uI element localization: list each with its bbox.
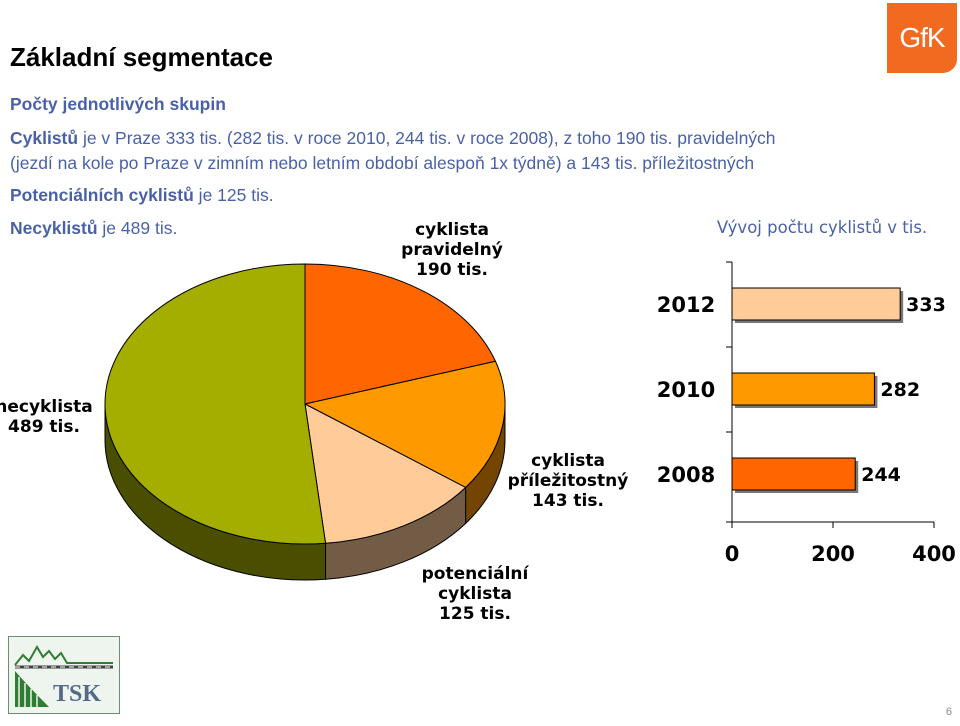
- pie-slice-pravidelny: [304, 263, 497, 405]
- intro-line-definition: (jezdí na kole po Praze v zimním nebo le…: [10, 153, 755, 173]
- pie-slice-necyklista: [104, 263, 327, 545]
- page-number: 6: [945, 706, 952, 718]
- intro-necyklistu-bold: Necyklistů: [10, 218, 98, 238]
- intro-necyklistu-rest: je 489 tis.: [97, 218, 178, 238]
- pie-slice-prilezitostny: [303, 360, 506, 489]
- pie-tops: [104, 263, 506, 545]
- intro-potencialni-bold: Potenciálních cyklistů: [10, 185, 194, 205]
- intro-line-cyklistu: Cyklistů je v Praze 333 tis. (282 tis. v…: [10, 128, 776, 149]
- intro-heading: Počty jednotlivých skupin: [10, 94, 226, 114]
- gfk-logo: GfK: [887, 3, 957, 73]
- pie-label-pravidelny: cyklista pravidelný 190 tis.: [401, 220, 503, 280]
- pie-label-necyklista: necyklista 489 tis.: [0, 397, 93, 437]
- pie-label-prilezitostny: cyklista příležitostný 143 tis.: [508, 451, 629, 511]
- tsk-logo-text: TSK: [53, 681, 102, 707]
- pie-label-potencialni: potenciální cyklista 125 tis.: [422, 564, 530, 624]
- intro-cyklistu-rest: je v Praze 333 tis. (282 tis. v roce 201…: [78, 128, 776, 148]
- tsk-logo: TSK: [8, 636, 120, 714]
- pie-labels: cyklista pravidelný 190 tis. cyklista přílež…: [0, 220, 628, 624]
- gfk-logo-text: GfK: [899, 22, 945, 53]
- intro-line-necyklistu: Necyklistů je 489 tis.: [10, 218, 177, 239]
- page-title: Základní segmentace: [10, 42, 273, 72]
- intro-potencialni-rest: je 125 tis.: [193, 185, 274, 205]
- intro-cyklistu-bold: Cyklistů: [10, 128, 79, 148]
- intro-line-potencialni: Potenciálních cyklistů je 125 tis.: [10, 185, 274, 206]
- pie-slice-potencialni: [304, 403, 467, 544]
- tsk-logo-graphic: [14, 645, 113, 707]
